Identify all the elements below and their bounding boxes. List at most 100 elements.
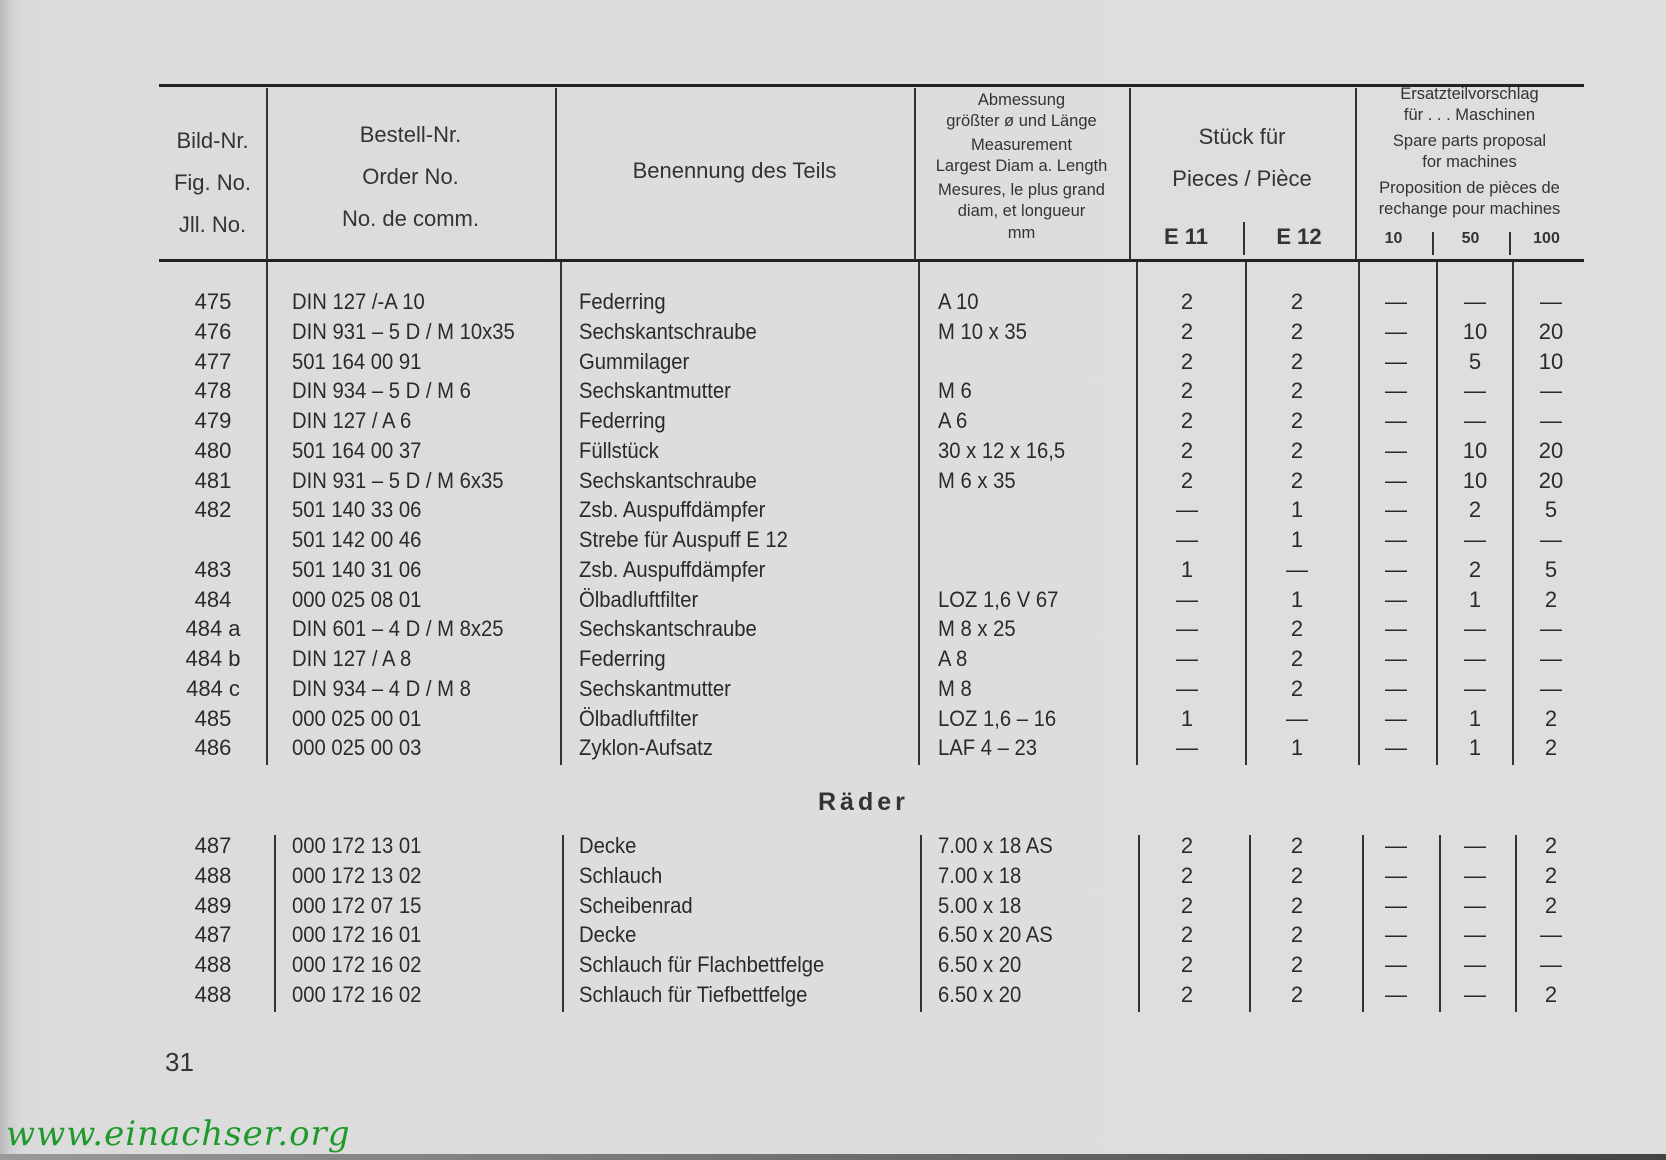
spare-10: — [1385, 318, 1407, 344]
part-name: Ölbadluftfilter [579, 586, 699, 612]
qty-e11: 2 [1180, 952, 1194, 977]
qty-e11: 2 [1180, 981, 1194, 1007]
qty-e11: 2 [1180, 833, 1194, 858]
spare-100: 20 [1538, 437, 1564, 463]
spare-10: — [1385, 892, 1407, 918]
order-no: DIN 931 – 5 D / M 6x35 [292, 467, 504, 493]
fig-no: 475 [194, 289, 232, 314]
column-divider [1355, 88, 1357, 260]
header-measurement-en1: Measurement [971, 136, 1072, 154]
header-spare-parts: Ersatzteilvorschlag für . . . Maschinen … [1355, 84, 1584, 219]
header-measurement-en2: Largest Diam a. Length [935, 156, 1108, 175]
order-no: DIN 601 – 4 D / M 8x25 [292, 616, 504, 642]
qty-e11: 2 [1180, 892, 1194, 918]
qty-e12: 2 [1290, 952, 1304, 977]
fig-no: 484 b [185, 646, 241, 671]
fig-no: 480 [194, 437, 232, 463]
part-name: Sechskantschraube [579, 616, 757, 642]
header-pieces-en-fr: Pieces / Pièce [1172, 166, 1312, 191]
spare-10: — [1385, 467, 1407, 493]
qty-e12: 2 [1290, 467, 1304, 493]
header-measurement-fr1: Mesures, le plus grand [938, 181, 1105, 199]
spare-100: — [1540, 675, 1562, 701]
header-spare-fr1: Proposition de pièces de [1379, 179, 1560, 197]
part-name: Zsb. Auspuffdämpfer [579, 556, 766, 582]
order-no: 000 172 13 01 [292, 833, 422, 858]
column-divider [1512, 262, 1514, 765]
measurement: A 8 [938, 646, 968, 671]
qty-e11: — [1176, 646, 1198, 671]
header-e12: E 12 [1276, 224, 1322, 249]
part-name: Sechskantmutter [579, 675, 731, 701]
spare-10: — [1385, 833, 1407, 858]
header-spare-50: 50 [1461, 230, 1480, 247]
table-header-rule [159, 259, 1584, 262]
part-name: Zyklon-Aufsatz [579, 735, 713, 761]
qty-e11: 2 [1180, 408, 1194, 433]
spare-10: — [1385, 862, 1407, 888]
header-e11: E 11 [1163, 224, 1209, 249]
fig-no [178, 526, 248, 554]
column-divider [562, 835, 564, 1012]
qty-e11: — [1176, 497, 1198, 523]
qty-e11: — [1176, 735, 1198, 761]
header-order-no: Bestell-Nr. Order No. No. de comm. [266, 114, 555, 240]
column-divider [1515, 835, 1517, 1012]
header-pieces: Stück für Pieces / Pièce [1129, 116, 1355, 200]
spare-50: — [1464, 527, 1486, 552]
order-no: 501 164 00 91 [292, 348, 422, 374]
qty-e12: 2 [1290, 318, 1304, 344]
measurement: M 10 x 35 [938, 318, 1027, 344]
measurement: 6.50 x 20 [938, 981, 1022, 1007]
fig-no: 478 [194, 378, 232, 404]
spare-50: — [1464, 892, 1486, 918]
header-measurement-de1: Abmessung [977, 91, 1066, 109]
order-no: DIN 127 / A 8 [292, 646, 412, 671]
column-divider [266, 262, 268, 765]
qty-e12: 2 [1290, 378, 1304, 404]
order-no: 000 172 16 02 [292, 952, 422, 977]
column-divider [1249, 835, 1251, 1012]
measurement: A 10 [938, 289, 979, 314]
order-no: DIN 127 /-A 10 [292, 289, 425, 314]
spare-100: — [1540, 408, 1562, 433]
qty-e12: 2 [1290, 348, 1304, 374]
spare-100: 2 [1544, 705, 1558, 731]
qty-e12: 1 [1290, 527, 1304, 552]
header-spare-en1: Spare parts proposal [1392, 132, 1547, 150]
order-no: DIN 934 – 5 D / M 6 [292, 378, 471, 404]
spare-50: — [1464, 289, 1486, 314]
spare-50: 2 [1468, 556, 1482, 582]
measurement: A 6 [938, 408, 968, 433]
column-divider [1432, 232, 1434, 255]
qty-e12: 2 [1290, 646, 1304, 671]
column-divider [918, 262, 920, 765]
part-name: Schlauch für Flachbettfelge [579, 952, 825, 977]
spare-50: — [1464, 408, 1486, 433]
header-fig-no: Bild-Nr. Fig. No. Jll. No. [159, 120, 266, 246]
order-no: 000 025 00 03 [292, 735, 422, 761]
spare-10: — [1385, 437, 1407, 463]
spare-10: — [1385, 556, 1407, 582]
fig-no: 482 [194, 497, 232, 523]
spare-100: 20 [1538, 318, 1564, 344]
qty-e11: 2 [1180, 467, 1194, 493]
fig-no: 484 [194, 586, 232, 612]
part-name: Schlauch für Tiefbettfelge [579, 981, 808, 1007]
column-divider [1436, 262, 1438, 765]
spare-50: 1 [1468, 586, 1482, 612]
spare-50: 2 [1468, 497, 1482, 523]
column-divider [914, 88, 916, 260]
spare-50: 10 [1462, 437, 1488, 463]
spare-100: 2 [1544, 862, 1558, 888]
measurement: 6.50 x 20 [938, 952, 1022, 977]
part-name: Strebe für Auspuff E 12 [579, 527, 788, 552]
fig-no: 485 [194, 705, 232, 731]
part-name: Sechskantschraube [579, 467, 757, 493]
measurement: 30 x 12 x 16,5 [938, 437, 1066, 463]
qty-e11: 2 [1180, 348, 1194, 374]
fig-no: 487 [194, 922, 232, 948]
measurement: LOZ 1,6 V 67 [938, 586, 1059, 612]
spare-100: 2 [1544, 981, 1558, 1007]
spare-10: — [1385, 981, 1407, 1007]
